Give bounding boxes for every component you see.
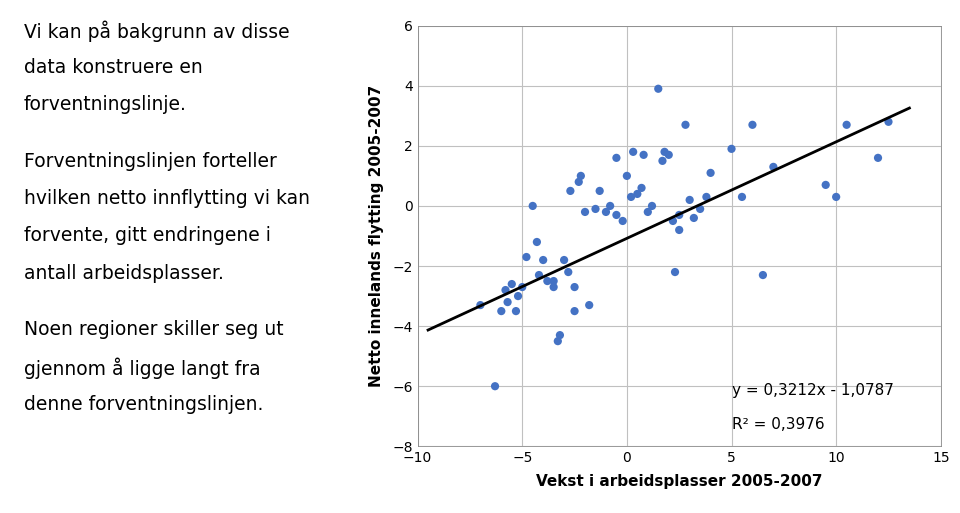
Text: data konstruere en: data konstruere en [24, 58, 203, 77]
Point [678, 121, 693, 129]
Point [682, 196, 697, 204]
Point [626, 148, 641, 156]
Point [488, 382, 503, 390]
Point [756, 271, 771, 279]
Point [692, 205, 708, 213]
Text: gjennom å ligge langt fra: gjennom å ligge langt fra [24, 358, 260, 379]
Point [500, 298, 516, 306]
Point [582, 301, 597, 309]
Point [536, 256, 551, 264]
Point [839, 121, 854, 129]
Point [651, 85, 666, 93]
Point [686, 214, 702, 222]
Point [699, 193, 714, 201]
Point [588, 205, 603, 213]
Point [828, 193, 844, 201]
Point [609, 211, 624, 219]
Text: Forventningslinjen forteller: Forventningslinjen forteller [24, 151, 276, 171]
Text: y = 0,3212x - 1,0787: y = 0,3212x - 1,0787 [732, 383, 894, 398]
Point [566, 307, 582, 315]
Point [557, 256, 572, 264]
Text: forvente, gitt endringene i: forvente, gitt endringene i [24, 226, 271, 246]
Point [498, 286, 514, 294]
Point [734, 193, 750, 201]
Point [745, 121, 760, 129]
Point [504, 280, 519, 288]
Point [640, 208, 656, 216]
Point [566, 283, 582, 291]
Point [881, 117, 897, 126]
Point [615, 217, 631, 225]
Point [766, 163, 781, 171]
Point [529, 238, 544, 246]
Text: R² = 0,3976: R² = 0,3976 [732, 417, 824, 431]
Point [630, 190, 645, 198]
X-axis label: Vekst i arbeidsplasser 2005-2007: Vekst i arbeidsplasser 2005-2007 [536, 473, 823, 488]
Point [592, 187, 608, 195]
Point [552, 331, 567, 339]
Point [609, 154, 624, 162]
Point [493, 307, 509, 315]
Point [511, 292, 526, 300]
Point [577, 208, 592, 216]
Text: antall arbeidsplasser.: antall arbeidsplasser. [24, 264, 224, 283]
Text: forventningslinje.: forventningslinje. [24, 95, 186, 114]
Point [563, 187, 578, 195]
Text: hvilken netto innflytting vi kan: hvilken netto innflytting vi kan [24, 189, 310, 208]
Point [546, 277, 562, 285]
Point [623, 193, 638, 201]
Point [655, 157, 670, 165]
Point [515, 283, 530, 291]
Point [657, 148, 672, 156]
Point [571, 178, 587, 186]
Point [561, 268, 576, 276]
Point [573, 172, 588, 180]
Point [518, 253, 534, 261]
Text: Noen regioner skiller seg ut: Noen regioner skiller seg ut [24, 320, 283, 339]
Point [818, 181, 833, 189]
Point [619, 172, 635, 180]
Y-axis label: Netto innelands flytting 2005-2007: Netto innelands flytting 2005-2007 [369, 85, 384, 387]
Text: Vi kan på bakgrunn av disse: Vi kan på bakgrunn av disse [24, 21, 289, 42]
Point [724, 145, 739, 153]
Point [636, 151, 651, 159]
Point [672, 211, 687, 219]
Point [525, 202, 540, 210]
Point [672, 226, 687, 234]
Point [550, 337, 565, 345]
Point [603, 202, 618, 210]
Point [540, 277, 555, 285]
Point [871, 154, 886, 162]
Point [644, 202, 660, 210]
Point [634, 184, 649, 192]
Point [665, 217, 681, 225]
Point [472, 301, 488, 309]
Point [703, 169, 718, 177]
Point [661, 151, 677, 159]
Point [598, 208, 613, 216]
Point [531, 271, 546, 279]
Point [546, 283, 562, 291]
Text: denne forventningslinjen.: denne forventningslinjen. [24, 395, 263, 414]
Point [508, 307, 523, 315]
Point [667, 268, 683, 276]
